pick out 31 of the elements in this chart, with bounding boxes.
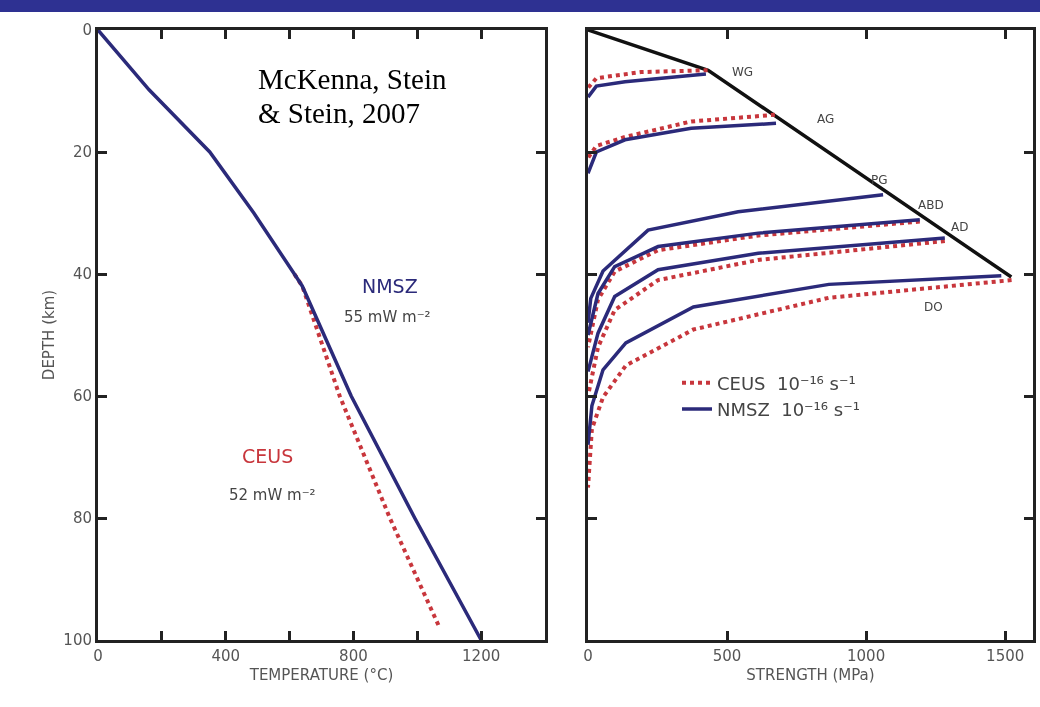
line-series [98, 30, 483, 640]
annotation: WG [732, 65, 754, 79]
legend-label: NMSZ 10⁻¹⁶ s⁻¹ [717, 399, 860, 421]
annotation: DO [924, 300, 943, 314]
y-axis-title: DEPTH (km) [39, 289, 58, 381]
y-tick-label: 80 [72, 509, 92, 528]
annotation: ABD [918, 198, 944, 212]
legend-label: CEUS 10⁻¹⁶ s⁻¹ [717, 372, 856, 394]
text: NMSZ [362, 275, 418, 297]
annotation: 52 mW m⁻² [229, 486, 316, 504]
y-tick-label: 40 [72, 265, 92, 284]
x-tick-label: 500 [712, 647, 742, 665]
x-tick-label: 0 [583, 647, 593, 665]
y-tick-label: 0 [82, 21, 92, 40]
text: CEUS [242, 445, 294, 467]
annotation: AD [951, 220, 969, 234]
y-tick-label: 100 [63, 631, 92, 650]
x-tick-label: 800 [339, 647, 368, 665]
annotation: 55 mW m⁻² [344, 308, 431, 326]
annotation: McKenna, Stein & Stein, 2007 [258, 62, 448, 130]
annotation: AG [817, 112, 835, 126]
x-tick-label: 1200 [462, 647, 501, 665]
annotation: PG [871, 173, 888, 187]
y-tick-label: 60 [72, 387, 92, 406]
x-tick-label: 1000 [847, 647, 886, 665]
x-axis-title: STRENGTH (MPa) [746, 666, 875, 684]
y-tick-label: 20 [72, 143, 92, 162]
x-tick-label: 400 [211, 647, 241, 665]
x-tick-label: 0 [93, 647, 103, 665]
x-axis-title: TEMPERATURE (°C) [248, 666, 394, 684]
x-tick-label: 1500 [986, 647, 1025, 665]
